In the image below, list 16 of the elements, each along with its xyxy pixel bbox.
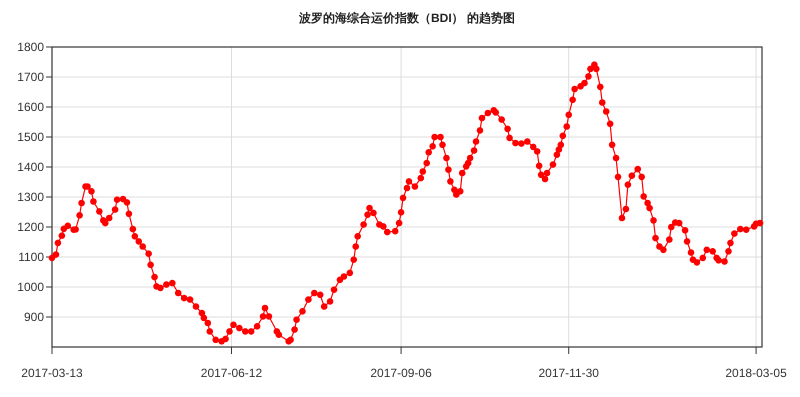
x-tick-label: 2017-03-13 (21, 366, 84, 380)
y-tick-label: 1400 (17, 160, 44, 174)
y-tick-label: 1700 (17, 70, 44, 84)
y-tick-label: 1200 (17, 220, 44, 234)
y-tick-label: 1600 (17, 100, 44, 114)
y-tick-label: 1000 (17, 280, 44, 294)
y-tick-label: 1500 (17, 130, 44, 144)
y-tick-label: 1300 (17, 190, 44, 204)
x-tick-label: 2017-11-30 (538, 366, 600, 380)
y-tick-label: 1800 (17, 40, 44, 54)
y-tick-label: 1100 (18, 250, 44, 264)
chart-title: 波罗的海综合运价指数（BDI） 的趋势图 (298, 11, 515, 25)
x-tick-label: 2018-03-05 (725, 366, 788, 380)
y-tick-label: 900 (24, 310, 44, 324)
x-tick-label: 2017-09-06 (370, 366, 432, 380)
x-tick-label: 2017-06-12 (200, 366, 262, 380)
